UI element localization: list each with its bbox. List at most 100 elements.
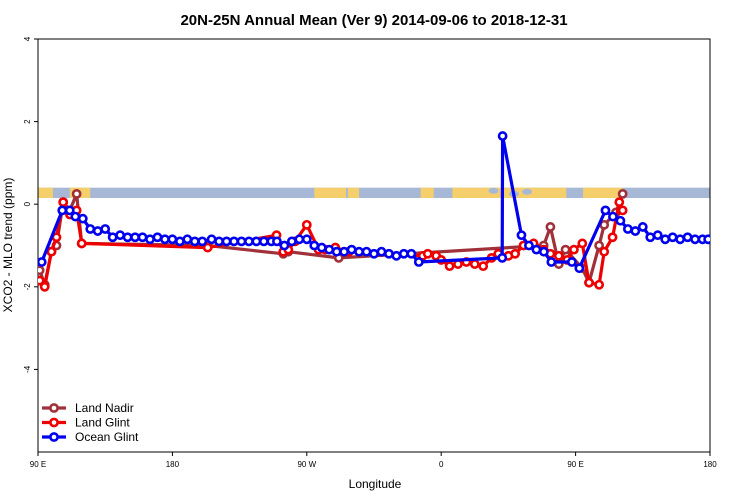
ocean-glint-point <box>391 250 402 261</box>
land-glint-point <box>599 246 610 257</box>
land-glint-point <box>39 281 50 292</box>
map-band-ocean <box>38 187 710 199</box>
land-glint-point <box>617 205 628 216</box>
ocean-glint-point <box>85 224 96 234</box>
land-glint-point <box>301 219 312 230</box>
ocean-glint-point <box>354 246 364 257</box>
land-nadir-point <box>594 240 605 251</box>
ocean-glint-point <box>566 257 577 267</box>
ocean-glint-point <box>309 240 320 251</box>
y-tick-label: 0 <box>23 201 32 206</box>
legend-label: Land Nadir <box>75 401 134 415</box>
land-glint-point <box>422 248 433 259</box>
ocean-glint-point <box>57 205 68 216</box>
ocean-glint-point <box>516 230 527 241</box>
land-nadir-point <box>560 244 571 255</box>
map-band-land <box>314 187 346 199</box>
ocean-glint-point <box>497 252 508 263</box>
land-glint-point <box>614 197 625 208</box>
ocean-glint-point <box>64 205 75 216</box>
series-layer <box>38 131 710 292</box>
ocean-glint-point <box>524 240 534 251</box>
land-glint-point <box>444 261 455 272</box>
ocean-glint-point <box>115 230 126 241</box>
ocean-glint-point <box>145 234 155 245</box>
legend-swatch-point <box>49 432 59 442</box>
land-glint-point <box>584 277 594 288</box>
ocean-glint-point <box>376 246 387 257</box>
land-glint-point <box>607 232 618 243</box>
ocean-glint-point <box>206 234 217 245</box>
land-glint-point <box>569 244 579 255</box>
ocean-glint-point <box>703 234 710 245</box>
ocean-glint-point <box>107 232 118 243</box>
ocean-glint-point <box>622 224 633 234</box>
y-tick-label: -4 <box>23 365 32 373</box>
ocean-glint-point <box>251 236 262 247</box>
ocean-glint-point <box>600 205 611 216</box>
series-ocean-glint <box>38 131 710 274</box>
ocean-glint-point <box>324 244 335 255</box>
ocean-glint-point <box>244 236 254 247</box>
x-tick-label: 90 E <box>567 460 583 469</box>
ocean-glint-point <box>413 257 424 267</box>
legend-item-land-glint: Land Glint <box>42 416 130 430</box>
land-glint-point <box>469 259 480 269</box>
x-tick-label: 180 <box>166 460 180 469</box>
ocean-glint-point <box>272 236 282 247</box>
ocean-glint-point <box>174 236 185 247</box>
ocean-glint-point <box>690 234 700 245</box>
ocean-glint-point <box>361 246 372 257</box>
ocean-glint-line <box>40 134 709 270</box>
ocean-glint-point <box>384 248 394 259</box>
map-band-land <box>583 187 623 199</box>
legend-label: Land Glint <box>75 416 130 430</box>
legend-item-land-nadir: Land Nadir <box>42 401 134 415</box>
ocean-glint-point <box>331 246 342 257</box>
map-band-water <box>488 187 499 194</box>
map-band-water <box>522 188 533 195</box>
ocean-glint-point <box>339 246 350 257</box>
ocean-glint-point <box>122 232 133 243</box>
ocean-glint-point <box>546 257 557 267</box>
ocean-glint-point <box>258 236 269 247</box>
ocean-glint-point <box>77 213 88 224</box>
x-tick-label: 90 W <box>297 460 316 469</box>
legend-swatch-point <box>49 417 59 428</box>
y-axis-label: XCO2 - MLO trend (ppm) <box>1 178 15 313</box>
ocean-glint-point <box>70 211 81 222</box>
ocean-glint-point <box>167 234 178 245</box>
ocean-glint-point <box>497 131 508 141</box>
x-tick-label: 0 <box>439 460 444 469</box>
land-glint-point <box>478 261 489 272</box>
ocean-glint-point <box>214 236 224 247</box>
land-glint-point <box>58 197 69 208</box>
ocean-glint-point <box>92 226 103 236</box>
ocean-glint-point <box>531 244 542 255</box>
ocean-glint-point <box>316 242 327 253</box>
land-glint-point <box>46 246 57 257</box>
map-band <box>38 187 710 199</box>
land-glint-point <box>594 279 605 290</box>
ocean-glint-point <box>286 236 297 247</box>
plot-frame <box>37 38 711 453</box>
legend-label: Ocean Glint <box>75 430 139 444</box>
ocean-glint-point <box>182 234 193 245</box>
ocean-glint-point <box>346 244 357 255</box>
ocean-glint-point <box>301 234 312 245</box>
x-axis-label: Longitude <box>349 477 402 491</box>
ocean-glint-point <box>652 230 663 241</box>
ocean-glint-point <box>100 224 111 234</box>
ocean-glint-point <box>645 232 656 243</box>
y-axis: 4 2 0 -2 -4 <box>23 36 38 373</box>
map-band-land <box>420 187 434 199</box>
ocean-glint-point <box>221 236 232 247</box>
land-nadir-point <box>617 188 628 199</box>
legend-swatch-point <box>49 403 59 413</box>
ocean-glint-point <box>398 248 409 259</box>
ocean-glint-point <box>197 236 208 247</box>
y-tick-label: 4 <box>23 36 32 41</box>
ocean-glint-point <box>608 211 618 222</box>
